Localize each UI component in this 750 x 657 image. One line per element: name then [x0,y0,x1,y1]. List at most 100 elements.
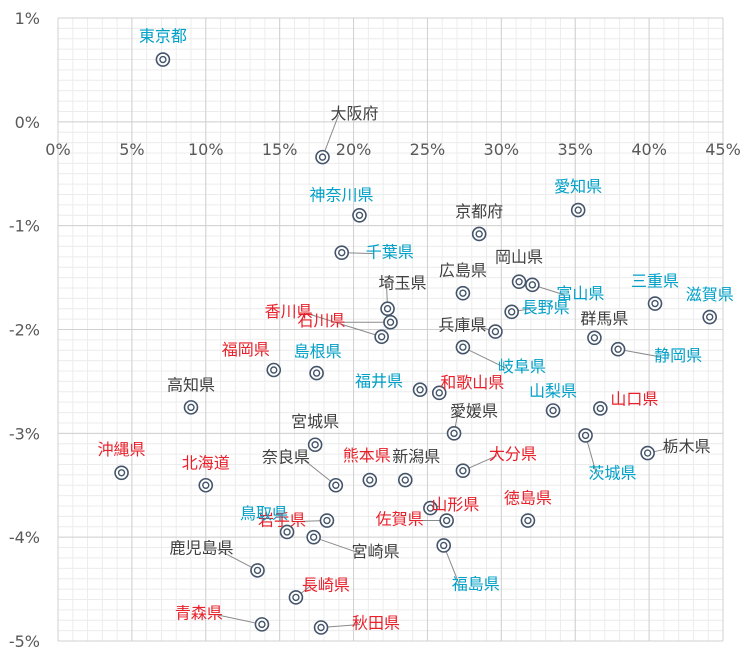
data-point [309,365,324,381]
leader-line [217,548,258,571]
point-label: 三重県 [631,272,679,291]
marker-inner-ring [442,516,451,525]
marker-inner-ring [202,481,210,489]
data-point [455,463,471,479]
y-tick-label: -4% [9,528,40,547]
data-point [383,314,398,330]
point-label: 鹿児島県 [169,538,233,557]
point-label: 島根県 [294,342,342,361]
data-point [593,401,608,416]
y-axis-tick-labels: 1% 0% -1% -2% -3% -4% -5% [9,9,40,651]
marker-inner-ring [187,403,195,412]
point-label: 富山県 [556,284,604,303]
data-point [511,274,527,290]
point-label: 静岡県 [654,346,702,365]
point-label: 広島県 [439,261,487,280]
point-label: 東京都 [139,27,187,46]
marker-inner-ring [377,333,386,341]
data-point [279,524,295,540]
data-point [455,339,471,355]
marker-inner-ring [258,620,266,629]
y-tick-label: -3% [9,424,40,443]
point-label: 秋田県 [352,614,400,633]
marker-inner-ring [459,289,467,297]
data-point [431,385,447,401]
point-label: 青森県 [175,603,223,622]
leader-line [462,346,507,369]
point-label: 埼玉県 [379,274,427,293]
point-label: 兵庫県 [438,316,486,335]
point-label: 福井県 [355,372,403,391]
leader-line [617,348,663,358]
marker-inner-ring [338,248,346,257]
marker-inner-ring [459,343,467,351]
point-label: 北海道 [182,453,230,472]
marker-inner-ring [355,211,364,219]
point-label: 群馬県 [580,309,628,328]
marker-inner-ring [651,299,659,308]
point-label: 神奈川県 [309,185,373,204]
marker-inner-ring [383,305,392,313]
point-label: 栃木県 [663,437,711,456]
point-label: 石川県 [297,311,345,330]
data-point [313,620,329,635]
data-point [334,245,350,260]
point-label: 大分県 [489,445,537,464]
marker-inner-ring [270,366,278,374]
data-point [114,465,129,481]
marker-inner-ring [317,623,325,632]
data-point [545,403,561,418]
data-point [471,226,487,242]
marker-inner-ring [581,431,590,440]
data-point [570,202,586,218]
data-point [525,277,540,293]
data-point [647,296,663,311]
data-point [610,341,626,357]
marker-inner-ring [366,476,374,484]
data-point [250,563,265,578]
marker-inner-ring [596,404,605,413]
x-tick-label: 0% [45,140,70,159]
marker-inner-ring [312,369,321,377]
point-label: 香川県 [265,302,313,321]
data-point [315,149,330,165]
y-tick-label: 0% [15,113,40,132]
marker-inner-ring [283,528,291,536]
data-point [374,329,389,345]
data-point [380,301,395,317]
leader-line [322,114,339,158]
point-label: 高知県 [167,375,215,394]
data-point [504,304,519,320]
data-point [640,445,655,461]
data-point [439,513,454,528]
marker-inner-ring [426,504,435,512]
data-point [306,529,321,545]
marker-inner-ring [528,281,537,289]
marker-inner-ring [311,441,319,449]
point-label: 千葉県 [366,243,414,262]
point-label: 山口県 [610,389,658,408]
marker-inner-ring [614,345,622,353]
point-label: 新潟県 [392,447,440,466]
data-point [307,437,323,453]
data-point [412,382,428,398]
leader-line [214,613,263,625]
marker-inner-ring [159,55,167,64]
leader-line [313,536,360,554]
data-point [198,477,214,493]
point-label: 奈良県 [262,447,310,466]
data-point [328,477,344,493]
y-tick-label: -1% [9,217,40,236]
point-label: 和歌山県 [440,373,504,392]
point-label: 滋賀県 [686,285,734,304]
point-label: 茨城県 [589,463,637,482]
point-label: 山形県 [431,495,479,514]
x-tick-label: 5% [119,140,144,159]
point-label: 岩手県 [258,511,306,530]
data-point [397,472,413,488]
marker-inner-ring [416,386,424,394]
data-point [520,513,536,528]
marker-inner-ring [475,230,483,238]
data-point [288,590,304,605]
